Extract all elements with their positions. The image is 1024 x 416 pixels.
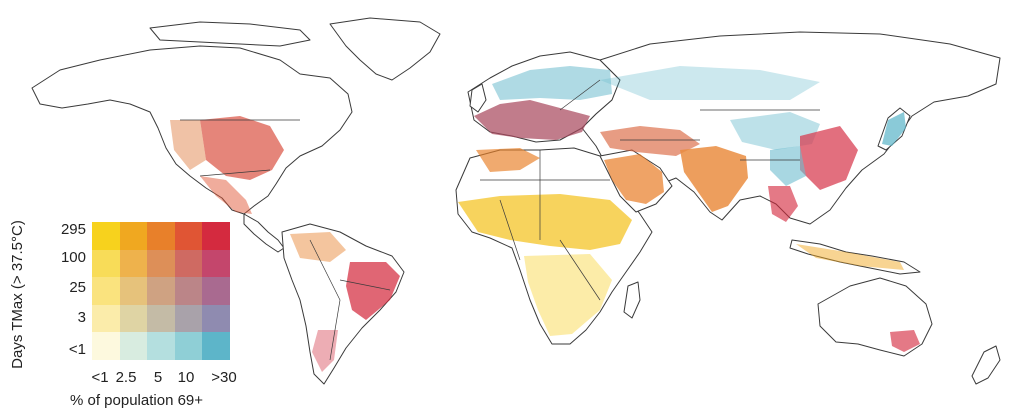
landmass-new-zealand [971,345,1001,385]
legend-cell [202,222,230,250]
patch-north-africa [476,148,540,172]
patch-usa-east [200,116,284,180]
legend-cell [147,304,175,333]
heat-overlay [170,66,920,372]
legend-x-ticks: <1 2.5 5 10 >30 [78,370,248,390]
legend-cell [147,332,175,360]
patch-argentina [312,330,338,372]
patch-china-southwest [770,146,806,186]
landmass-arctic-islands [149,21,311,47]
patch-china-north [730,112,820,150]
patch-australia-southeast [890,330,920,352]
patch-southern-africa [524,254,612,336]
legend-x-axis-label: % of population 69+ [70,392,204,409]
legend-cell [119,277,148,305]
patch-europe-north [492,66,612,100]
landmass-indonesia [789,239,921,275]
patch-middle-east [600,126,700,156]
legend-cell [92,277,120,305]
landmass-north-america [31,45,353,215]
patch-china-east [800,126,858,190]
legend-y-tick: <1 [68,341,86,358]
legend-y-ticks: 295 100 25 3 <1 [40,222,86,360]
legend-cell [174,277,203,305]
legend-x-tick: >30 [211,369,237,386]
legend-cell [92,222,120,250]
patch-europe [474,100,590,140]
landmass-uk [469,83,487,113]
landmass-greenland [329,17,441,81]
legend-cell [174,332,203,360]
patch-brazil [346,262,400,320]
legend-x-tick: 2.5 [115,369,137,386]
patch-sahel [458,194,632,250]
legend-y-tick: 25 [69,279,86,296]
patch-india [680,146,748,212]
patch-south-america-north [290,232,346,262]
legend-x-tick: 10 [177,369,195,386]
legend-y-tick: 100 [60,249,86,266]
legend-x-tick: <1 [91,369,109,386]
legend-cell [92,304,120,333]
landmass-central-america [243,213,285,253]
country-borders [180,79,820,361]
legend-cell [202,277,230,305]
patch-japan [882,112,906,146]
legend-cell [174,222,203,250]
legend-cell [119,304,148,333]
legend-y-axis-label-text: Days TMax (> 37.5°C) [8,219,26,369]
legend-cell [119,332,148,360]
legend-y-tick: 3 [77,309,86,326]
legend-x-tick: 5 [153,369,163,386]
legend-cell [92,249,120,278]
patch-indonesia [796,244,904,270]
patch-russia [600,66,820,100]
legend-cell [202,249,230,278]
patch-usa-central [170,120,206,170]
legend-cell [202,332,230,360]
legend-y-axis-label: Days TMax (> 37.5°C) [2,206,32,382]
legend-cell [174,249,203,278]
legend-cell [174,304,203,333]
patch-southeast-asia [768,186,798,222]
legend-cell [92,332,120,360]
legend-cell [147,277,175,305]
legend-cell [147,249,175,278]
landmass-madagascar [623,281,641,319]
legend-cell [119,249,148,278]
patch-mexico [200,176,252,214]
legend-color-grid [92,222,230,360]
legend-y-tick: 295 [60,221,86,238]
legend-cell [147,222,175,250]
patch-arabia [604,154,664,204]
legend-cell [119,222,148,250]
legend-cell [202,304,230,333]
